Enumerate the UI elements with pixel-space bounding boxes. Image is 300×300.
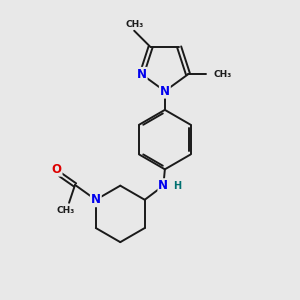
Text: O: O bbox=[52, 163, 61, 176]
Text: N: N bbox=[91, 193, 101, 206]
Text: CH₃: CH₃ bbox=[213, 70, 232, 79]
Text: H: H bbox=[173, 181, 181, 191]
Text: N: N bbox=[160, 85, 170, 98]
Text: N: N bbox=[158, 179, 168, 192]
Text: N: N bbox=[137, 68, 147, 81]
Text: CH₃: CH₃ bbox=[57, 206, 75, 215]
Text: CH₃: CH₃ bbox=[125, 20, 143, 29]
